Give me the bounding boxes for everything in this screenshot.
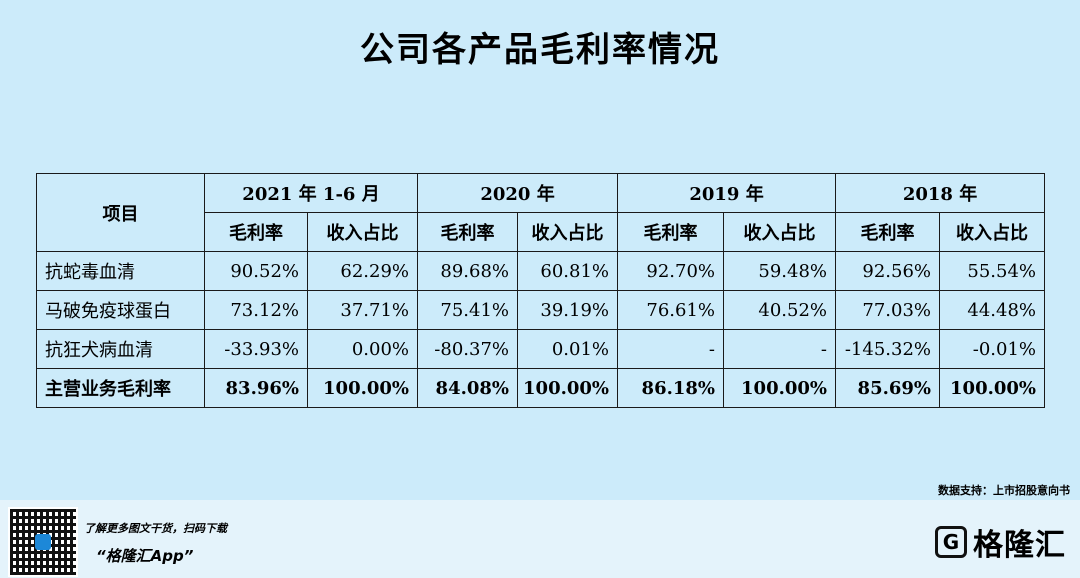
- footer-app-name: “格隆汇App”: [96, 547, 194, 565]
- table-cell: 83.96%: [204, 368, 308, 408]
- row-label: 主营业务毛利率: [36, 368, 205, 408]
- table-cell: 62.29%: [306, 251, 419, 291]
- sub-header-revenue-share: 收入占比: [939, 212, 1046, 252]
- table-cell: 39.19%: [517, 290, 619, 330]
- table-cell: 86.18%: [617, 368, 725, 408]
- sub-header-revenue-share: 收入占比: [306, 212, 419, 252]
- period-header: 2020 年: [417, 173, 619, 213]
- sub-header-gross-margin: 毛利率: [617, 212, 725, 252]
- table-cell: 85.69%: [835, 368, 941, 408]
- row-label: 抗蛇毒血清: [36, 251, 205, 291]
- table-cell: 0.01%: [517, 329, 619, 369]
- table-cell: -: [723, 329, 837, 369]
- data-source-note: 数据支持：上市招股意向书: [938, 484, 1070, 497]
- table-cell: 100.00%: [517, 368, 619, 408]
- table-cell: 59.48%: [723, 251, 837, 291]
- sub-header-revenue-share: 收入占比: [517, 212, 619, 252]
- qr-code: [8, 507, 78, 577]
- table-row: 主营业务毛利率 83.96% 100.00% 84.08% 100.00% 86.18% 1…: [36, 368, 1046, 408]
- table-cell: 75.41%: [417, 290, 519, 330]
- sub-header-revenue-share: 收入占比: [723, 212, 837, 252]
- brand-g-icon: G: [935, 526, 967, 558]
- period-header: 2019 年: [617, 173, 837, 213]
- row-label: 马破免疫球蛋白: [36, 290, 205, 330]
- table-cell: 100.00%: [723, 368, 837, 408]
- sub-header-gross-margin: 毛利率: [204, 212, 308, 252]
- table-cell: -80.37%: [417, 329, 519, 369]
- brand-logo: G 格隆汇: [935, 520, 1066, 564]
- table-cell: -0.01%: [939, 329, 1046, 369]
- table-row: 马破免疫球蛋白 73.12% 37.71% 75.41% 39.19% 76.61% 40.…: [36, 290, 1046, 330]
- table-cell: 37.71%: [306, 290, 419, 330]
- table-cell: 100.00%: [939, 368, 1046, 408]
- table-cell: 100.00%: [306, 368, 419, 408]
- table-cell: 90.52%: [204, 251, 308, 291]
- table-cell: 84.08%: [417, 368, 519, 408]
- table-row: 抗蛇毒血清 90.52% 62.29% 89.68% 60.81% 92.70% 59.48…: [36, 251, 1046, 291]
- table-cell: 0.00%: [306, 329, 419, 369]
- period-header: 2021 年 1-6 月: [203, 173, 419, 213]
- table-row: 抗狂犬病血清 -33.93% 0.00% -80.37% 0.01% - - -145.32%…: [36, 329, 1046, 369]
- footer-bar: [0, 500, 1080, 578]
- table-cell: 73.12%: [204, 290, 308, 330]
- table-cell: 40.52%: [723, 290, 837, 330]
- item-header: 项目: [36, 173, 205, 252]
- table-cell: 76.61%: [617, 290, 725, 330]
- table-cell: 77.03%: [835, 290, 941, 330]
- table-cell: -: [617, 329, 725, 369]
- table-cell: 92.56%: [835, 251, 941, 291]
- brand-name: 格隆汇: [973, 528, 1066, 563]
- table-cell: -145.32%: [835, 329, 941, 369]
- sub-header-gross-margin: 毛利率: [417, 212, 519, 252]
- page-title: 公司各产品毛利率情况: [360, 30, 720, 70]
- period-header: 2018 年: [835, 173, 1046, 213]
- table-cell: 60.81%: [517, 251, 619, 291]
- table-cell: -33.93%: [204, 329, 308, 369]
- qr-logo-icon: [35, 534, 51, 550]
- table-cell: 55.54%: [939, 251, 1046, 291]
- table-cell: 89.68%: [417, 251, 519, 291]
- table-cell: 44.48%: [939, 290, 1046, 330]
- table-cell: 92.70%: [617, 251, 725, 291]
- sub-header-gross-margin: 毛利率: [835, 212, 941, 252]
- gross-margin-table: 项目 2021 年 1-6 月 2020 年 2019 年 2018 年 毛利率…: [36, 173, 1046, 408]
- row-label: 抗狂犬病血清: [36, 329, 205, 369]
- footer-tagline: 了解更多图文干货，扫码下载: [84, 522, 227, 535]
